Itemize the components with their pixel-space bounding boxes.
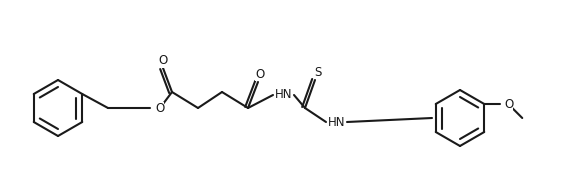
Text: HN: HN — [328, 116, 346, 128]
Text: S: S — [314, 66, 321, 79]
Text: HN: HN — [275, 89, 293, 102]
Text: O: O — [255, 68, 265, 81]
Text: O: O — [158, 54, 168, 68]
Text: O: O — [155, 102, 164, 114]
Text: O: O — [504, 98, 513, 111]
